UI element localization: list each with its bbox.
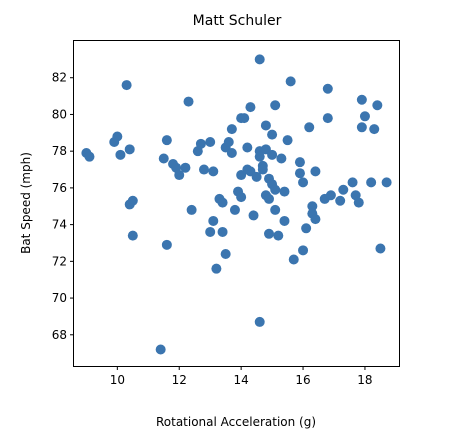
scatter-point <box>239 113 250 124</box>
x-tick-label: 10 <box>110 373 125 387</box>
scatter-point <box>127 195 138 206</box>
scatter-point <box>304 122 315 133</box>
scatter-point <box>273 230 284 241</box>
scatter-point <box>264 193 274 204</box>
scatter-point <box>264 228 274 239</box>
x-tick-label: 12 <box>172 373 187 387</box>
scatter-point <box>294 157 305 168</box>
scatter-point <box>254 316 265 327</box>
scatter-point <box>356 94 367 105</box>
x-tick-label: 18 <box>357 373 372 387</box>
scatter-point <box>208 166 219 177</box>
scatter-point <box>205 226 216 237</box>
scatter-point <box>322 83 333 94</box>
scatter-point <box>279 215 290 226</box>
scatter-point <box>375 243 386 254</box>
x-tick-label: 16 <box>295 373 310 387</box>
scatter-point <box>294 168 305 179</box>
scatter-point <box>260 120 271 131</box>
scatter-point <box>205 136 216 147</box>
scatter-point <box>236 192 247 203</box>
scatter-point <box>276 153 287 164</box>
scatter-point <box>251 171 262 182</box>
data-points <box>81 54 392 355</box>
y-tick-label: 74 <box>52 218 67 232</box>
scatter-point <box>199 164 209 175</box>
scatter-point <box>115 149 126 160</box>
y-axis-ticks: 68 70 72 74 76 78 80 82 <box>52 71 74 342</box>
scatter-point <box>270 184 281 195</box>
scatter-point <box>208 215 219 226</box>
x-axis-ticks: 10 12 14 16 18 <box>110 366 373 387</box>
y-axis-label: Bat Speed (mph) <box>19 152 33 254</box>
scatter-point <box>298 177 309 188</box>
y-tick-label: 80 <box>52 107 67 121</box>
scatter-point <box>127 230 138 241</box>
y-tick-label: 70 <box>52 291 67 305</box>
scatter-point <box>242 142 253 153</box>
y-tick-label: 68 <box>52 328 67 342</box>
scatter-point <box>248 210 259 221</box>
scatter-point <box>217 226 228 237</box>
scatter-point <box>84 151 95 162</box>
scatter-point <box>161 135 172 146</box>
scatter-point <box>183 96 194 107</box>
x-tick-label: 14 <box>234 373 249 387</box>
y-tick-label: 76 <box>52 181 67 195</box>
scatter-point <box>245 102 256 113</box>
chart-title: Matt Schuler <box>193 13 282 29</box>
scatter-point <box>353 197 364 208</box>
scatter-point <box>356 122 367 133</box>
scatter-point <box>310 166 321 177</box>
scatter-point <box>229 204 240 215</box>
plot-area-frame <box>73 40 400 367</box>
scatter-point <box>257 164 268 175</box>
y-tick-label: 82 <box>52 71 67 85</box>
scatter-point <box>301 223 312 234</box>
scatter-point <box>226 148 237 159</box>
scatter-point <box>195 138 206 149</box>
scatter-point <box>158 153 169 164</box>
scatter-point <box>279 186 290 197</box>
scatter-point <box>254 54 265 65</box>
scatter-point <box>335 195 346 206</box>
scatter-point <box>366 177 377 188</box>
x-axis-label: Rotational Acceleration (g) <box>156 415 316 429</box>
scatter-point <box>112 131 123 142</box>
scatter-point <box>310 214 321 225</box>
scatter-point <box>338 184 349 195</box>
scatter-point <box>223 136 234 147</box>
scatter-point <box>211 263 222 274</box>
scatter-point <box>381 177 392 188</box>
scatter-point <box>121 80 132 91</box>
scatter-point <box>161 239 172 250</box>
scatter-point <box>217 197 228 208</box>
scatter-point <box>285 76 296 87</box>
scatter-point <box>155 344 166 355</box>
scatter-point <box>270 100 281 111</box>
scatter-point <box>322 113 333 124</box>
scatter-point <box>270 204 281 215</box>
scatter-point <box>372 100 383 111</box>
scatter-point <box>254 151 265 162</box>
scatter-point <box>174 170 185 181</box>
scatter-point <box>124 144 135 155</box>
scatter-point <box>298 245 309 256</box>
scatter-point <box>267 149 278 160</box>
scatter-point <box>180 162 191 173</box>
scatter-point <box>359 111 370 122</box>
scatter-point <box>325 190 336 201</box>
scatter-point <box>288 254 299 265</box>
scatter-point <box>307 201 318 212</box>
scatter-point <box>369 124 380 135</box>
y-tick-label: 72 <box>52 254 67 268</box>
scatter-point <box>267 129 278 140</box>
scatter-point <box>226 124 237 135</box>
scatter-point <box>220 248 231 259</box>
scatter-point <box>347 177 358 188</box>
scatter-point <box>282 135 293 146</box>
scatter-point <box>186 204 197 215</box>
y-tick-label: 78 <box>52 144 67 158</box>
